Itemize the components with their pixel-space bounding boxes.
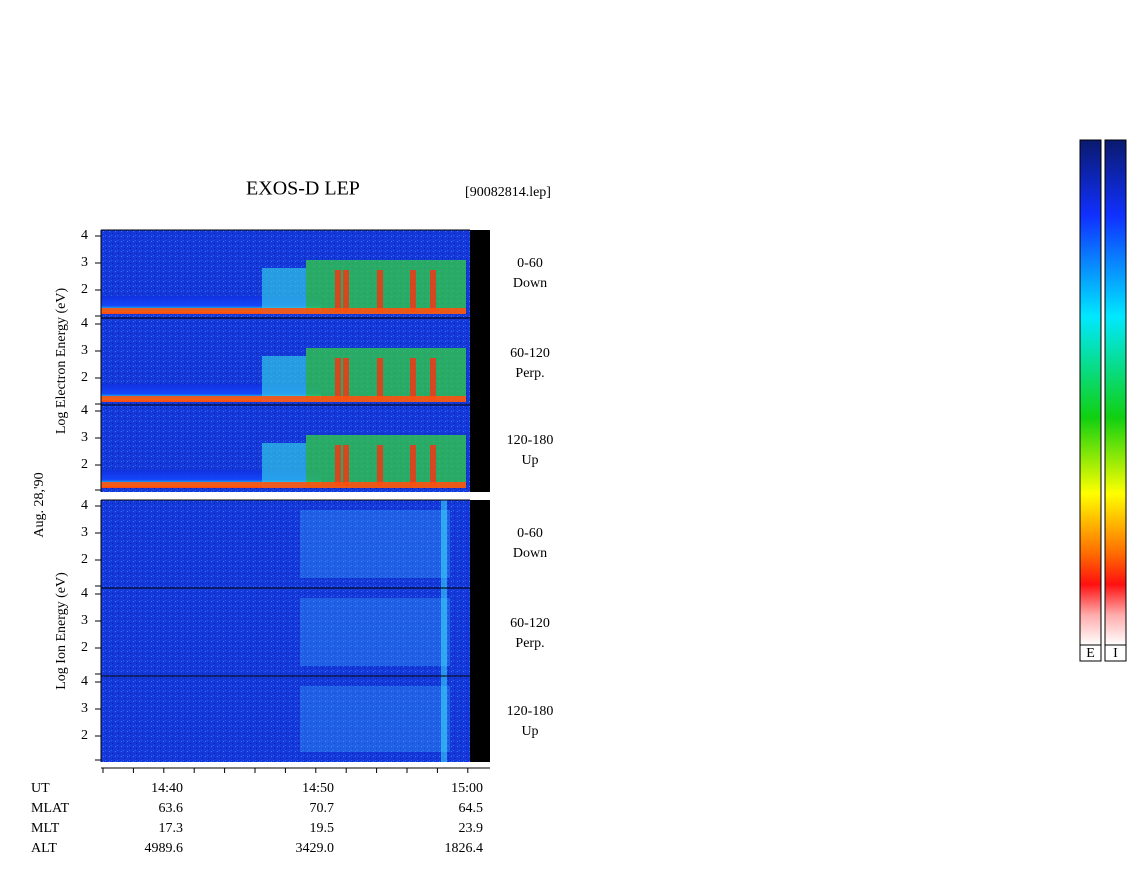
ephemeris-value: 64.5 bbox=[459, 801, 484, 816]
spectrogram-band bbox=[300, 686, 450, 752]
panel-direction: Perp. bbox=[515, 366, 544, 381]
spectrogram-band bbox=[441, 500, 447, 588]
spectrogram-band bbox=[262, 268, 306, 314]
ephemeris-value: 17.3 bbox=[159, 821, 184, 836]
colorbar-label: E bbox=[1086, 646, 1095, 661]
y-tick-label: 4 bbox=[81, 586, 88, 601]
spectrogram bbox=[101, 676, 470, 762]
panel-direction: Down bbox=[513, 546, 547, 561]
spectrogram-band bbox=[430, 270, 436, 312]
spectrogram-band bbox=[306, 435, 466, 488]
panel-range: 60-120 bbox=[510, 346, 550, 361]
y-tick-label: 3 bbox=[81, 430, 88, 445]
spectrogram-band bbox=[101, 396, 466, 402]
panel-range: 60-120 bbox=[510, 616, 550, 631]
panel-direction: Up bbox=[521, 724, 538, 739]
y-tick-label: 3 bbox=[81, 613, 88, 628]
y-tick-label: 4 bbox=[81, 316, 88, 331]
y-tick-label: 2 bbox=[81, 728, 88, 743]
spectrogram-band bbox=[377, 270, 383, 312]
spectrogram-band bbox=[306, 348, 466, 402]
spectrogram-band bbox=[335, 358, 341, 400]
spectrogram-band bbox=[101, 482, 466, 488]
data-gap bbox=[470, 676, 490, 762]
colorbar-label-box bbox=[1104, 644, 1127, 662]
y-tick-label: 2 bbox=[81, 282, 88, 297]
spectrogram-band bbox=[335, 445, 341, 486]
ephemeris-name: ALT bbox=[31, 841, 57, 856]
spectrogram-band bbox=[377, 358, 383, 400]
y-tick-label: 3 bbox=[81, 255, 88, 270]
spectrogram-band bbox=[441, 676, 447, 762]
panel-direction: Perp. bbox=[515, 636, 544, 651]
file-name: [90082814.lep] bbox=[465, 185, 551, 200]
spectrogram-band bbox=[430, 445, 436, 486]
colorbar-label: I bbox=[1113, 646, 1118, 661]
ephemeris-value: 19.5 bbox=[310, 821, 335, 836]
y-tick-label: 2 bbox=[81, 640, 88, 655]
ephemeris-name: UT bbox=[31, 781, 50, 796]
panel-range: 0-60 bbox=[517, 256, 543, 271]
spectrogram-band bbox=[343, 270, 349, 312]
y-tick-label: 4 bbox=[81, 228, 88, 243]
y-tick-label: 3 bbox=[81, 525, 88, 540]
ephemeris-value: 70.7 bbox=[310, 801, 335, 816]
y-tick-label: 3 bbox=[81, 701, 88, 716]
spectrogram-band bbox=[335, 270, 341, 312]
spectrogram bbox=[101, 500, 470, 588]
spectrogram-band bbox=[300, 510, 450, 578]
y-tick-label: 2 bbox=[81, 370, 88, 385]
ephemeris-value: 1826.4 bbox=[445, 841, 484, 856]
y-tick-label: 3 bbox=[81, 343, 88, 358]
spectrogram-band bbox=[343, 445, 349, 486]
colorbar bbox=[1104, 139, 1127, 646]
spectrogram-band bbox=[441, 588, 447, 676]
spectrogram-band bbox=[101, 308, 466, 314]
colorbar bbox=[1079, 139, 1102, 646]
y-tick-label: 2 bbox=[81, 552, 88, 567]
ephemeris-name: MLAT bbox=[31, 801, 70, 816]
ephemeris-value: 14:50 bbox=[302, 781, 334, 796]
panel-range: 120-180 bbox=[507, 704, 554, 719]
ephemeris-value: 4989.6 bbox=[145, 841, 184, 856]
y-tick-label: 4 bbox=[81, 498, 88, 513]
spectrogram-band bbox=[262, 356, 306, 402]
data-gap bbox=[470, 318, 490, 406]
panel-range: 120-180 bbox=[507, 433, 554, 448]
ephemeris-value: 15:00 bbox=[451, 781, 483, 796]
spectrogram-band bbox=[343, 358, 349, 400]
panel-range: 0-60 bbox=[517, 526, 543, 541]
data-gap bbox=[470, 500, 490, 588]
ephemeris-value: 63.6 bbox=[159, 801, 184, 816]
spectrogram-band bbox=[262, 443, 306, 488]
spectrogram-band bbox=[410, 270, 416, 312]
spectrogram-band bbox=[377, 445, 383, 486]
y-tick-label: 4 bbox=[81, 674, 88, 689]
ephemeris-value: 3429.0 bbox=[296, 841, 335, 856]
ephemeris-value: 14:40 bbox=[151, 781, 183, 796]
colorbar-label-box bbox=[1079, 644, 1102, 662]
ephemeris-value: 23.9 bbox=[459, 821, 484, 836]
ephemeris-name: MLT bbox=[31, 821, 60, 836]
data-gap bbox=[470, 405, 490, 492]
y-tick-label: 4 bbox=[81, 403, 88, 418]
spectrogram bbox=[101, 588, 470, 676]
spectrogram-band bbox=[300, 598, 450, 666]
panel-direction: Down bbox=[513, 276, 547, 291]
ion-axis-label: Log Ion Energy (eV) bbox=[54, 572, 69, 690]
spectrogram-band bbox=[306, 260, 466, 314]
data-gap bbox=[470, 588, 490, 676]
spectrogram-band bbox=[410, 358, 416, 400]
spectrogram-band bbox=[410, 445, 416, 486]
electron-axis-label: Log Electron Energy (eV) bbox=[54, 288, 69, 435]
spectrogram-band bbox=[430, 358, 436, 400]
panel-direction: Up bbox=[521, 453, 538, 468]
title: EXOS-D LEP bbox=[246, 178, 360, 200]
date-label: Aug. 28,'90 bbox=[32, 472, 47, 537]
y-tick-label: 2 bbox=[81, 457, 88, 472]
data-gap bbox=[470, 230, 490, 318]
